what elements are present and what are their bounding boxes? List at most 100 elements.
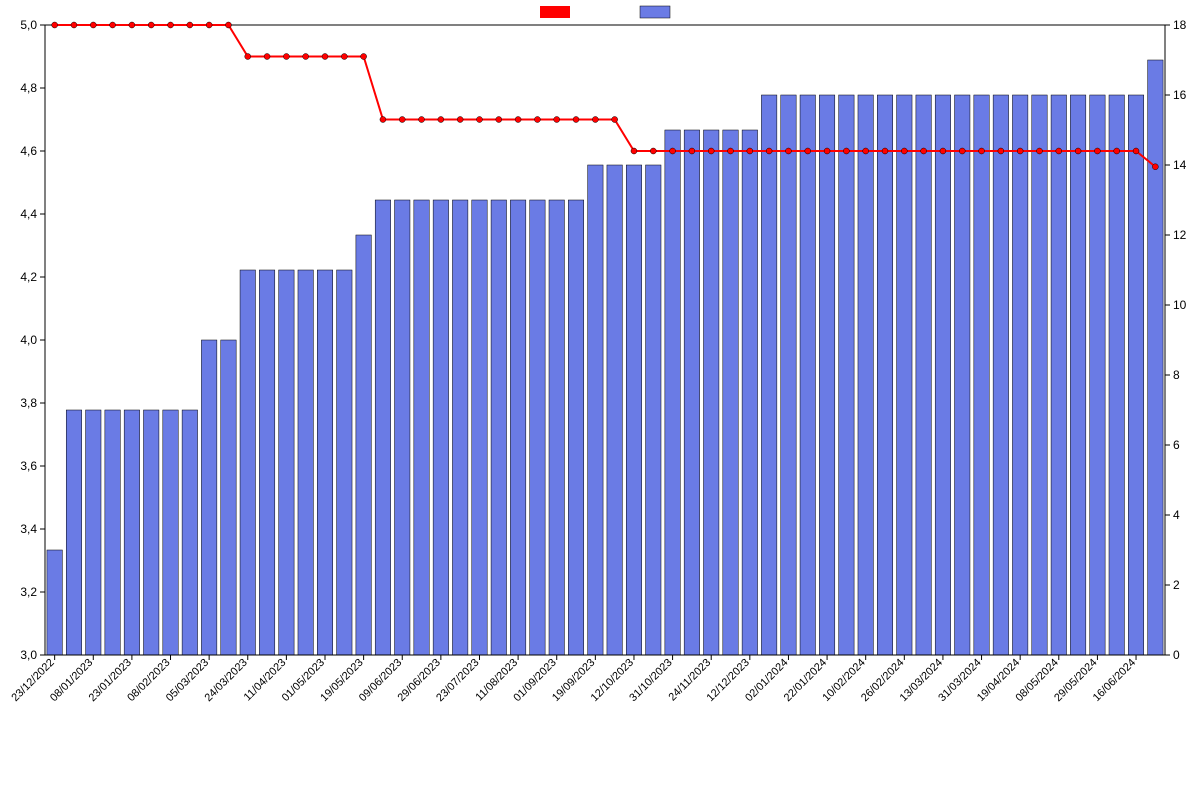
line-marker [1036,148,1042,154]
line-marker [380,117,386,123]
chart-svg: 3,03,23,43,63,84,04,24,44,64,85,00246810… [0,0,1200,800]
line-marker [1075,148,1081,154]
bar [761,95,776,655]
bar [433,200,448,655]
y-left-tick-label: 3,6 [20,459,37,473]
y-left-tick-label: 4,4 [20,207,37,221]
bar [452,200,467,655]
bar [1012,95,1027,655]
bar [259,270,274,655]
bar [298,270,313,655]
y-right-tick-label: 2 [1173,578,1180,592]
bar [47,550,62,655]
line-marker [650,148,656,154]
line-marker [554,117,560,123]
bar [646,165,661,655]
y-left-tick-label: 3,8 [20,396,37,410]
line-marker [419,117,425,123]
bar [819,95,834,655]
line-marker [805,148,811,154]
bar [1128,95,1143,655]
bar [124,410,139,655]
line-marker [766,148,772,154]
bar [839,95,854,655]
bar [916,95,931,655]
bar [858,95,873,655]
line-marker [245,54,251,60]
bar [665,130,680,655]
bar [1090,95,1105,655]
bar [781,95,796,655]
line-marker [438,117,444,123]
bar [935,95,950,655]
y-left-tick-label: 4,0 [20,333,37,347]
y-left-tick-label: 5,0 [20,18,37,32]
bar [66,410,81,655]
y-right-tick-label: 4 [1173,508,1180,522]
line-marker [148,22,154,28]
bar [105,410,120,655]
chart-container: 3,03,23,43,63,84,04,24,44,64,85,00246810… [0,0,1200,800]
line-marker [1094,148,1100,154]
bar [626,165,641,655]
line-marker [670,148,676,154]
bar [317,270,332,655]
line-marker [1114,148,1120,154]
bar [163,410,178,655]
line-marker [206,22,212,28]
line-marker [361,54,367,60]
line-marker [592,117,598,123]
bar [1051,95,1066,655]
bar [974,95,989,655]
line-marker [824,148,830,154]
line-marker [534,117,540,123]
bar [337,270,352,655]
line-marker [187,22,193,28]
line-marker [921,148,927,154]
line-marker [979,148,985,154]
bar [510,200,525,655]
bar [588,165,603,655]
line-marker [785,148,791,154]
line-marker [901,148,907,154]
bar [356,235,371,655]
legend-line-swatch [540,6,570,18]
bar [395,200,410,655]
line-marker [959,148,965,154]
bar [240,270,255,655]
bar [143,410,158,655]
line-marker [168,22,174,28]
line-series [52,22,1159,170]
bar [491,200,506,655]
bar [221,340,236,655]
line-marker [882,148,888,154]
line-marker [1017,148,1023,154]
line-marker [747,148,753,154]
line-marker [496,117,502,123]
bar [1032,95,1047,655]
line-marker [1133,148,1139,154]
line-marker [573,117,579,123]
y-right-tick-label: 16 [1173,88,1187,102]
bar [1109,95,1124,655]
bar [375,200,390,655]
bar [703,130,718,655]
y-right-tick-label: 0 [1173,648,1180,662]
line-marker [476,117,482,123]
y-right-tick-label: 6 [1173,438,1180,452]
line-marker [1152,164,1158,170]
line-marker [283,54,289,60]
y-left-tick-label: 3,4 [20,522,37,536]
bar [993,95,1008,655]
bar [414,200,429,655]
line-marker [457,117,463,123]
bar [877,95,892,655]
bar [1070,95,1085,655]
line-marker [399,117,405,123]
bar [684,130,699,655]
bar [607,165,622,655]
line-marker [843,148,849,154]
y-left-tick-label: 4,8 [20,81,37,95]
bar [549,200,564,655]
bar [86,410,101,655]
